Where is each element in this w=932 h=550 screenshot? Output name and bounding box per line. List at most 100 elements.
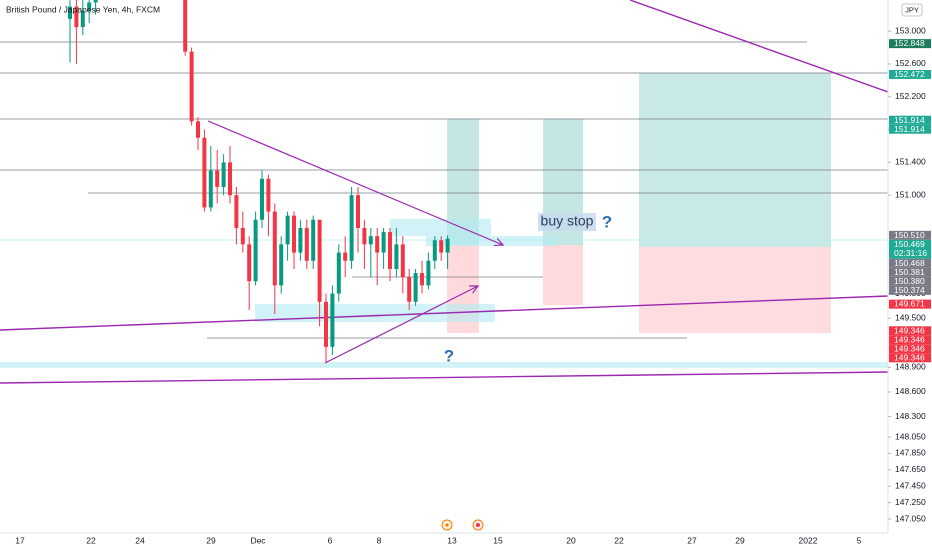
candle-body	[279, 244, 284, 286]
x-tick-label: 15	[493, 535, 503, 545]
price-badge-label: 149.346	[894, 325, 925, 335]
countdown: 02:31:16	[894, 248, 927, 258]
candle-body	[285, 215, 290, 245]
price-badge-label: 152.472	[894, 69, 925, 79]
price-badge-label: 150.374	[894, 285, 925, 295]
price-badge-label: 150.468	[894, 258, 925, 268]
price-badge	[889, 285, 931, 295]
price-badge	[889, 69, 931, 79]
price-badge	[889, 299, 931, 309]
candle-body	[356, 195, 360, 228]
price-badge	[889, 335, 931, 345]
x-tick-label: 29	[206, 535, 216, 545]
candle-body	[240, 227, 245, 245]
annotation: ?	[602, 212, 612, 231]
candle-body	[87, 2, 92, 11]
price-badge-label: 150.469	[894, 239, 925, 249]
trend-line	[0, 295, 888, 331]
price-badge-label: 149.346	[894, 352, 925, 362]
stop-zone	[639, 247, 831, 333]
candle-body	[400, 244, 405, 278]
price-badge	[889, 276, 931, 286]
candle-body	[202, 137, 207, 208]
price-badge	[889, 239, 931, 259]
price-badge	[889, 344, 931, 354]
price-badge-label: 150.381	[894, 267, 925, 277]
y-tick-label: 152.200	[895, 91, 926, 101]
candle-body	[349, 195, 354, 261]
price-badge-label: 151.914	[894, 124, 925, 134]
currency-label: JPY	[905, 5, 919, 14]
candle-body	[292, 215, 296, 253]
candle-body	[221, 162, 226, 187]
candle-body	[208, 170, 213, 208]
candle-body	[183, 0, 188, 52]
candle-body	[413, 273, 418, 302]
y-tick-label: 153.000	[895, 25, 926, 35]
candle-body	[298, 227, 303, 253]
price-badge-label: 152.848	[894, 38, 925, 48]
price-badge-label: 149.671	[894, 299, 925, 309]
y-tick-label: 151.000	[895, 189, 926, 199]
candle-body	[196, 121, 200, 138]
candle-body	[420, 273, 424, 286]
candle-body	[228, 162, 232, 196]
candle-body	[336, 252, 341, 294]
x-tick-label: 5	[857, 535, 862, 545]
candles	[68, 0, 450, 364]
annotation: ?	[444, 346, 454, 365]
candle-body	[272, 211, 277, 286]
trend-line	[0, 371, 888, 384]
y-tick-label: 148.600	[895, 386, 926, 396]
price-badge	[889, 230, 931, 240]
candle-body	[253, 219, 258, 282]
y-tick-label: 147.450	[895, 481, 926, 491]
y-tick-label: 147.250	[895, 497, 926, 507]
price-badge	[889, 326, 931, 336]
candle-body	[189, 51, 194, 122]
candle-body	[304, 227, 309, 261]
candle-body	[432, 240, 437, 261]
candle-body	[368, 236, 373, 245]
y-tick-label: 151.400	[895, 157, 926, 167]
candle-body	[311, 219, 316, 261]
price-badge-label: 150.380	[894, 276, 925, 286]
trend-line	[324, 286, 478, 364]
annotation-box	[538, 213, 596, 231]
y-tick-label: 147.850	[895, 448, 926, 458]
candle-body	[330, 293, 335, 347]
price-badge	[889, 267, 931, 277]
event-icon-dot	[476, 523, 480, 527]
event-icon-dot	[445, 523, 449, 527]
candle-body	[439, 240, 444, 253]
candle-body	[80, 10, 85, 28]
candle-body	[407, 277, 412, 302]
y-tick-label: 152.600	[895, 58, 926, 68]
candle-body	[375, 236, 380, 253]
trend-line	[207, 120, 503, 245]
x-tick-label: Dec	[250, 535, 266, 545]
price-badge	[889, 353, 931, 363]
currency-box	[901, 3, 923, 17]
y-tick-label: 148.050	[895, 431, 926, 441]
candle-body	[426, 260, 431, 286]
price-badge	[889, 115, 931, 125]
y-tick-label: 148.900	[895, 362, 926, 372]
candle-body	[68, 6, 72, 19]
candle-body	[394, 244, 399, 269]
x-tick-label: 29	[735, 535, 745, 545]
candle-body	[445, 238, 450, 253]
price-badge	[889, 258, 931, 268]
x-tick-label: 13	[447, 535, 457, 545]
candle-body	[260, 178, 264, 220]
price-badge	[889, 39, 931, 49]
x-tick-label: 27	[687, 535, 697, 545]
chart-title: British Pound / Japanese Yen, 4h, FXCM	[6, 4, 160, 14]
x-tick-label: 22	[614, 535, 624, 545]
candle-body	[215, 170, 220, 187]
candle-body	[93, 0, 98, 3]
y-tick-label: 147.050	[895, 513, 926, 523]
y-tick-label: 147.650	[895, 464, 926, 474]
x-tick-label: 17	[15, 535, 25, 545]
